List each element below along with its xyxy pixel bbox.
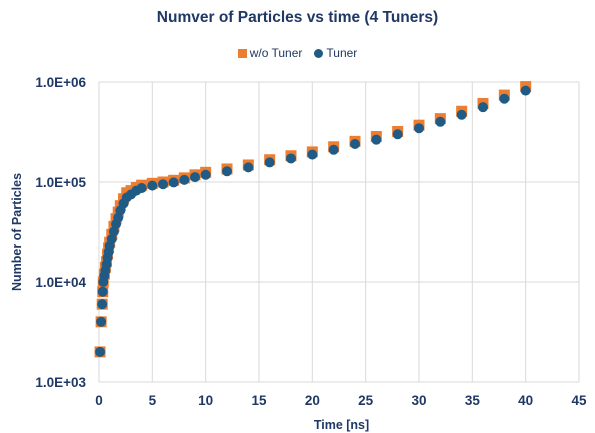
x-tick-label: 45	[571, 393, 587, 408]
point-tuner	[96, 316, 107, 327]
y-tick-label: 1.0E+03	[35, 375, 86, 390]
x-tick-label: 5	[149, 393, 157, 408]
y-tick-label: 1.0E+04	[35, 275, 86, 290]
x-tick-label: 30	[411, 393, 426, 408]
legend-marker-tuner	[314, 48, 324, 58]
x-tick-label: 40	[518, 393, 533, 408]
point-tuner	[200, 169, 211, 180]
point-tuner	[328, 144, 339, 155]
point-tuner	[158, 179, 168, 190]
point-tuner	[456, 109, 467, 120]
point-tuner	[286, 153, 296, 164]
legend-label-wo-tuner: w/o Tuner	[249, 46, 303, 60]
x-tick-label: 25	[358, 393, 374, 408]
point-tuner	[136, 183, 147, 194]
point-tuner	[168, 177, 179, 188]
legend-marker-wo-tuner	[237, 48, 247, 58]
legend-item-wo-tuner: w/o Tuner	[237, 46, 303, 60]
x-tick-label: 20	[305, 393, 320, 408]
chart-title: Numver of Particles vs time (4 Tuners)	[156, 9, 439, 26]
x-tick-label: 10	[198, 393, 213, 408]
point-tuner	[190, 172, 200, 183]
legend-label-tuner: Tuner	[326, 46, 358, 60]
x-tick-label: 35	[465, 393, 481, 408]
legend-item-tuner: Tuner	[314, 46, 357, 60]
point-tuner	[243, 162, 254, 173]
point-tuner	[392, 129, 403, 140]
data-points	[94, 81, 532, 358]
grid-lines	[98, 81, 580, 383]
point-tuner	[478, 102, 488, 113]
point-tuner	[97, 286, 108, 297]
point-tuner	[222, 166, 232, 177]
y-tick-label: 1.0E+05	[35, 175, 86, 190]
tick-labels: 0 5 10 15 20 25 30 35 40 45 1.0E+03 1.0E+04 1.0E+05 1…	[35, 75, 587, 408]
x-tick-label: 0	[95, 393, 103, 408]
x-axis-label: Time [ns]	[313, 418, 370, 432]
point-tuner	[97, 299, 108, 310]
point-tuner	[371, 134, 382, 145]
point-tuner	[147, 180, 158, 191]
y-tick-label: 1.0E+06	[35, 75, 86, 90]
point-tuner	[520, 85, 531, 96]
point-tuner	[307, 149, 318, 160]
point-tuner	[179, 174, 190, 185]
x-tick-label: 15	[251, 393, 267, 408]
point-tuner	[95, 346, 106, 357]
point-tuner	[350, 138, 360, 149]
point-tuner	[499, 93, 510, 104]
point-tuner	[414, 123, 424, 134]
point-tuner	[435, 116, 446, 127]
point-tuner	[264, 157, 275, 168]
chart-legend: w/o Tuner Tuner	[0, 46, 595, 60]
